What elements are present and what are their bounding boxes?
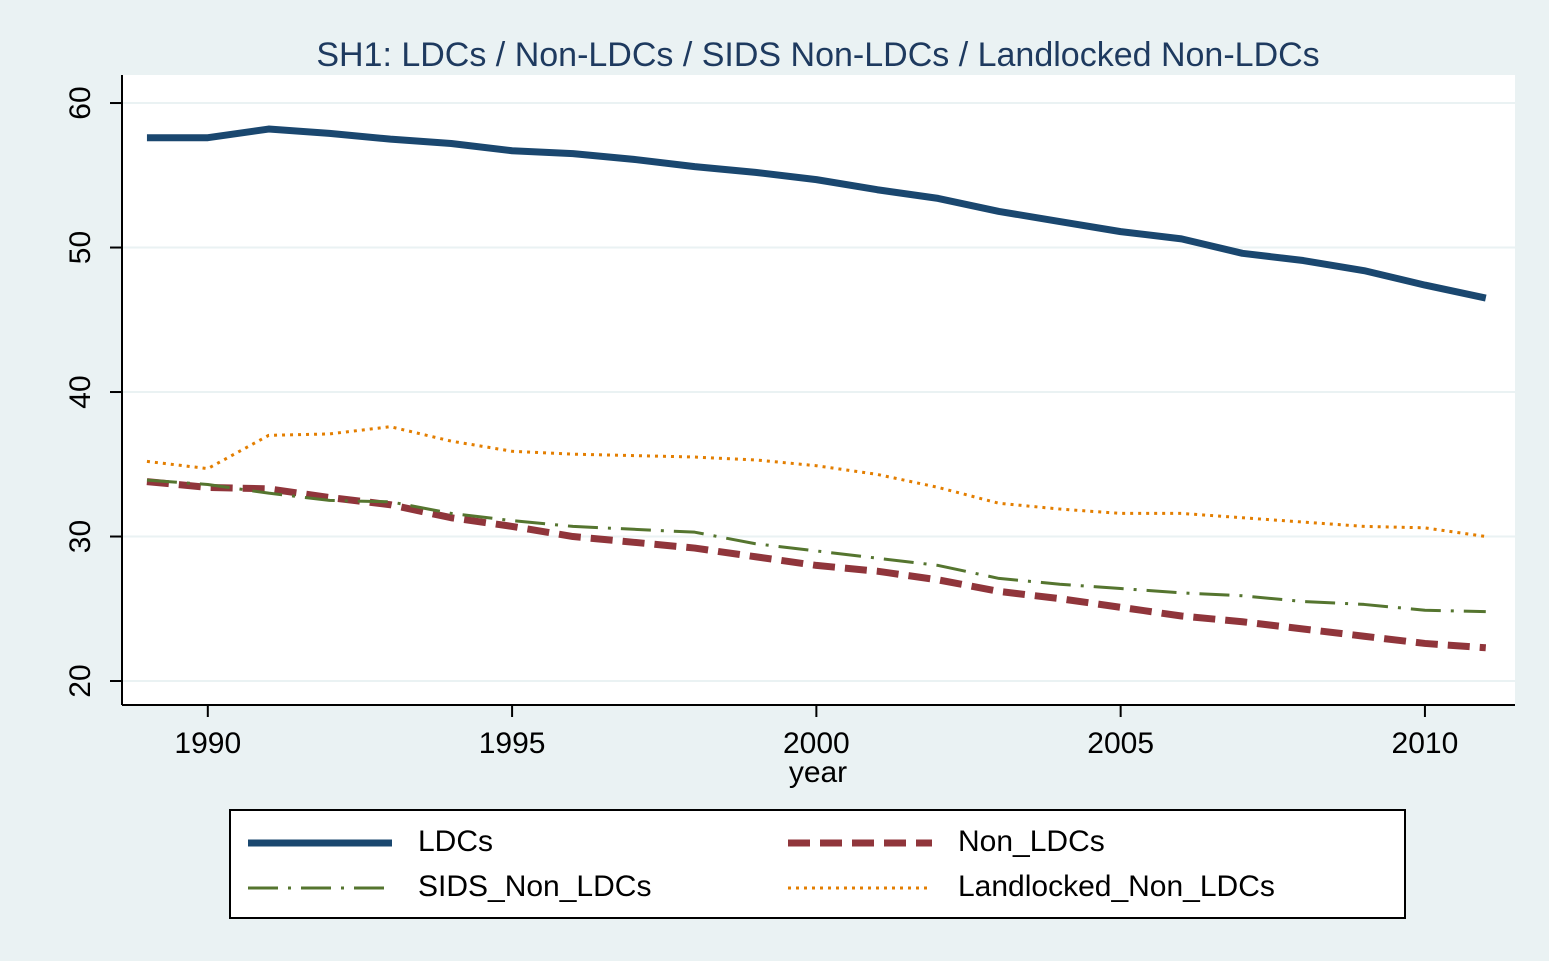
plot-area: [122, 75, 1515, 705]
chart-title: SH1: LDCs / Non-LDCs / SIDS Non-LDCs / L…: [316, 36, 1319, 74]
series-line: [146, 125, 1487, 302]
x-tick-label: 1990: [174, 727, 241, 760]
legend-label: SIDS_Non_LDCs: [418, 870, 651, 903]
legend-label: Landlocked_Non_LDCs: [958, 870, 1275, 903]
x-axis-title: year: [789, 756, 847, 789]
y-tick-label: 40: [64, 375, 97, 408]
y-tick-label: 30: [64, 520, 97, 553]
series-line: [146, 478, 1486, 614]
y-tick-label: 20: [64, 664, 97, 697]
legend-box: [229, 809, 1406, 919]
series-line: [146, 425, 1487, 539]
y-tick-label: 50: [64, 231, 97, 264]
legend-label: LDCs: [418, 825, 493, 858]
legend-label: Non_LDCs: [958, 825, 1105, 858]
x-tick-label: 2010: [1392, 727, 1459, 760]
x-tick-label: 1995: [479, 727, 546, 760]
x-tick-label: 2005: [1087, 727, 1154, 760]
x-tick-label: 2000: [783, 727, 850, 760]
y-tick-label: 60: [64, 86, 97, 119]
